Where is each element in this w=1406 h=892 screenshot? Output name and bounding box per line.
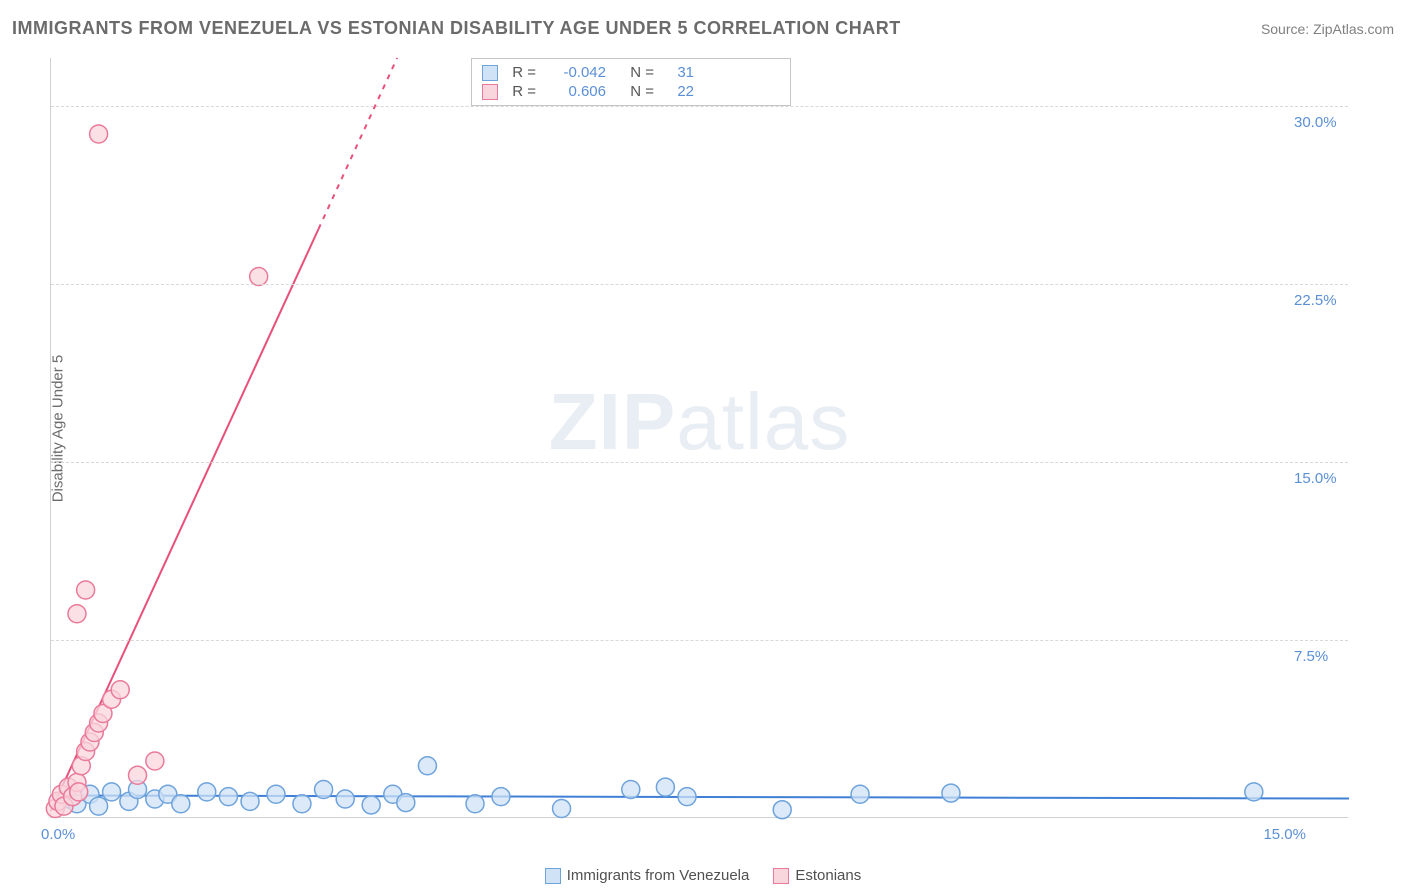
legend-item-pink: Estonians xyxy=(773,867,861,884)
swatch-blue-icon xyxy=(545,868,561,884)
x-tick-label: 15.0% xyxy=(1263,826,1306,843)
stats-legend: R = -0.042 N = 31 R = 0.606 N = 22 xyxy=(471,58,791,106)
bottom-legend: Immigrants from Venezuela Estonians xyxy=(0,867,1406,884)
legend-label-pink: Estonians xyxy=(795,867,861,884)
swatch-blue xyxy=(482,65,498,81)
scatter-svg xyxy=(51,58,1349,818)
gridline xyxy=(51,640,1348,641)
r-value-blue: -0.042 xyxy=(546,64,606,81)
y-tick-label: 15.0% xyxy=(1294,470,1342,487)
gridline xyxy=(51,462,1348,463)
source-label: Source: ZipAtlas.com xyxy=(1261,21,1394,37)
y-tick-label: 7.5% xyxy=(1294,648,1342,665)
swatch-pink xyxy=(482,84,498,100)
r-label: R = xyxy=(508,64,536,81)
gridline xyxy=(51,284,1348,285)
gridline xyxy=(51,106,1348,107)
plot-area: ZIPatlas R = -0.042 N = 31 R = 0.606 N =… xyxy=(50,58,1348,818)
r-label: R = xyxy=(508,83,536,100)
n-label: N = xyxy=(616,83,654,100)
chart-title: IMMIGRANTS FROM VENEZUELA VS ESTONIAN DI… xyxy=(12,18,901,39)
x-tick-label: 0.0% xyxy=(41,826,75,843)
y-tick-label: 30.0% xyxy=(1294,114,1342,131)
legend-label-blue: Immigrants from Venezuela xyxy=(567,867,750,884)
n-value-pink: 22 xyxy=(664,83,694,100)
stats-row-pink: R = 0.606 N = 22 xyxy=(482,82,780,101)
legend-item-blue: Immigrants from Venezuela xyxy=(545,867,750,884)
n-label: N = xyxy=(616,64,654,81)
y-tick-label: 22.5% xyxy=(1294,292,1342,309)
n-value-blue: 31 xyxy=(664,64,694,81)
stats-row-blue: R = -0.042 N = 31 xyxy=(482,63,780,82)
swatch-pink-icon xyxy=(773,868,789,884)
r-value-pink: 0.606 xyxy=(546,83,606,100)
